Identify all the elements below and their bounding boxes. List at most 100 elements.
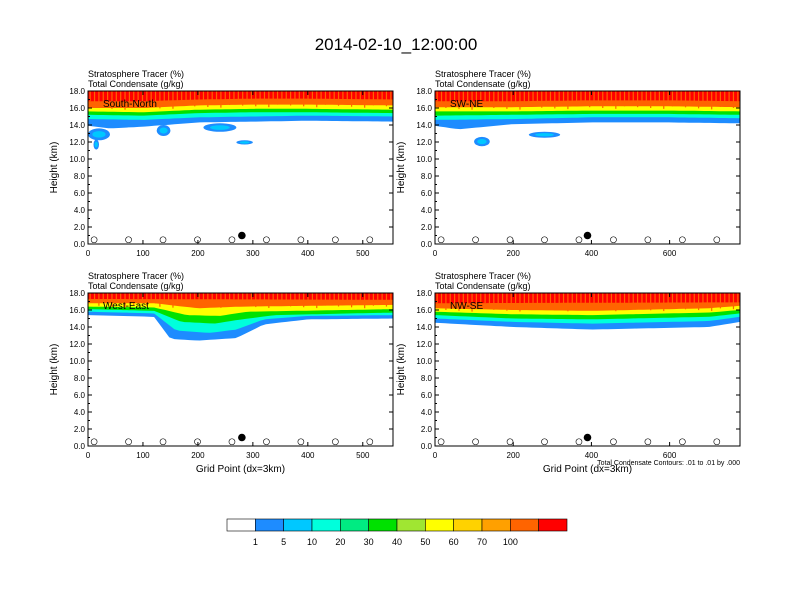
colorbar-swatch — [425, 518, 454, 532]
y-tick-label: 16.0 — [69, 104, 85, 113]
condensate-contour — [228, 438, 236, 446]
y-tick-label: 14.0 — [69, 323, 85, 332]
condensate-contour — [541, 438, 548, 446]
x-tick-label: 400 — [301, 249, 315, 258]
chart-panel: 0.0 2.0 4.0 6.0 8.0 10.0 12.0 14.0 16.0 18.0 0 200 4… — [396, 69, 748, 258]
y-tick-label: 2.0 — [421, 223, 433, 232]
y-tick-label: 18.0 — [69, 289, 85, 298]
colorbar-label: 100 — [503, 537, 518, 547]
condensate-contour — [713, 438, 721, 446]
condensate-contour — [263, 236, 270, 244]
condensate-contour — [506, 236, 514, 244]
x-tick-label: 0 — [433, 249, 438, 258]
y-tick-label: 12.0 — [69, 340, 85, 349]
x-tick-label: 300 — [246, 451, 260, 460]
y-tick-label: 12.0 — [416, 340, 432, 349]
condensate-contour — [575, 438, 583, 446]
x-tick-label: 300 — [246, 249, 260, 258]
condensate-contour — [366, 236, 374, 244]
colorbar-label: 30 — [364, 537, 374, 547]
y-tick-label: 12.0 — [416, 138, 432, 147]
colorbar-swatch — [538, 518, 568, 532]
condensate-contour — [472, 438, 479, 446]
x-tick-label: 100 — [136, 249, 150, 258]
x-tick-label: 200 — [507, 249, 521, 258]
colorbar-label: 10 — [307, 537, 317, 547]
condensate-contour — [541, 236, 548, 244]
panel-title-line1: Stratosphere Tracer (%) — [88, 271, 184, 281]
panel-title-line1: Stratosphere Tracer (%) — [435, 69, 531, 79]
tracer-cell-core — [477, 139, 487, 145]
y-tick-label: 2.0 — [74, 223, 86, 232]
colorbar-label: 60 — [449, 537, 459, 547]
condensate-contour — [644, 438, 652, 446]
condensate-contour — [575, 236, 583, 244]
y-tick-label: 18.0 — [69, 87, 85, 96]
condensate-contour — [228, 236, 236, 244]
colorbar: 1 5 10 20 30 40 50 60 70 100 — [226, 518, 568, 547]
condensate-contour — [297, 438, 305, 446]
y-tick-label: 8.0 — [74, 172, 86, 181]
tracer-cell — [740, 146, 748, 160]
y-tick-label: 2.0 — [74, 425, 86, 434]
field-layers — [435, 91, 748, 244]
colorbar-label: 1 — [253, 537, 258, 547]
condensate-contour — [472, 236, 479, 244]
condensate-contour — [159, 438, 167, 446]
y-tick-label: 2.0 — [421, 425, 433, 434]
colorbar-swatch — [510, 518, 539, 532]
y-tick-label: 14.0 — [416, 323, 432, 332]
condensate-contour — [263, 438, 270, 446]
colorbar-swatch — [340, 518, 369, 532]
y-tick-label: 4.0 — [74, 408, 86, 417]
x-tick-label: 400 — [301, 451, 315, 460]
y-tick-label: 6.0 — [74, 189, 86, 198]
location-marker — [583, 231, 592, 240]
x-axis-label: Grid Point (dx=3km) — [543, 464, 632, 475]
panel-title-line2: Total Condensate (g/kg) — [88, 79, 184, 89]
y-tick-label: 10.0 — [69, 155, 85, 164]
x-tick-label: 0 — [86, 451, 91, 460]
tracer-cell-core — [742, 150, 747, 158]
y-tick-label: 0.0 — [421, 442, 433, 451]
panels: 0.0 2.0 4.0 6.0 8.0 10.0 12.0 14.0 16.0 18.0 0 100 2… — [49, 69, 748, 475]
tracer-cell-core — [535, 133, 554, 137]
x-tick-label: 600 — [663, 451, 677, 460]
panel-title-line2: Total Condensate (g/kg) — [435, 79, 531, 89]
panel-label: SW-NE — [450, 99, 483, 110]
chart-panel: 0.0 2.0 4.0 6.0 8.0 10.0 12.0 14.0 16.0 18.0 0 100 2… — [49, 271, 394, 475]
y-axis-label: Height (km) — [396, 142, 407, 194]
condensate-contour — [437, 236, 445, 244]
x-tick-label: 0 — [433, 451, 438, 460]
colorbar-swatch — [368, 518, 398, 532]
colorbar-swatch — [283, 518, 313, 532]
tracer-cell-core — [210, 125, 230, 130]
y-tick-label: 16.0 — [69, 306, 85, 315]
condensate-contour — [506, 438, 514, 446]
condensate-contour — [437, 438, 445, 446]
condensate-contour — [90, 236, 98, 244]
condensate-contour — [366, 438, 374, 446]
condensate-contour — [713, 236, 721, 244]
colorbar-swatch — [226, 518, 256, 532]
y-tick-label: 18.0 — [416, 289, 432, 298]
y-tick-label: 8.0 — [74, 374, 86, 383]
condensate-contour — [332, 438, 339, 446]
y-tick-label: 16.0 — [416, 104, 432, 113]
field-layers — [88, 91, 393, 244]
x-tick-label: 200 — [507, 451, 521, 460]
figure-title: 2014-02-10_12:00:00 — [315, 35, 478, 54]
y-tick-label: 16.0 — [416, 306, 432, 315]
condensate-contour — [610, 438, 617, 446]
y-tick-label: 6.0 — [421, 391, 433, 400]
condensate-contour — [125, 236, 132, 244]
colorbar-label: 40 — [392, 537, 402, 547]
colorbar-label: 20 — [335, 537, 345, 547]
y-tick-label: 6.0 — [74, 391, 86, 400]
colorbar-swatch — [311, 518, 341, 532]
tracer-cell-core — [94, 141, 98, 148]
y-tick-label: 0.0 — [74, 442, 86, 451]
condensate-contour — [610, 236, 617, 244]
y-tick-label: 4.0 — [421, 408, 433, 417]
y-axis-label: Height (km) — [396, 344, 407, 396]
